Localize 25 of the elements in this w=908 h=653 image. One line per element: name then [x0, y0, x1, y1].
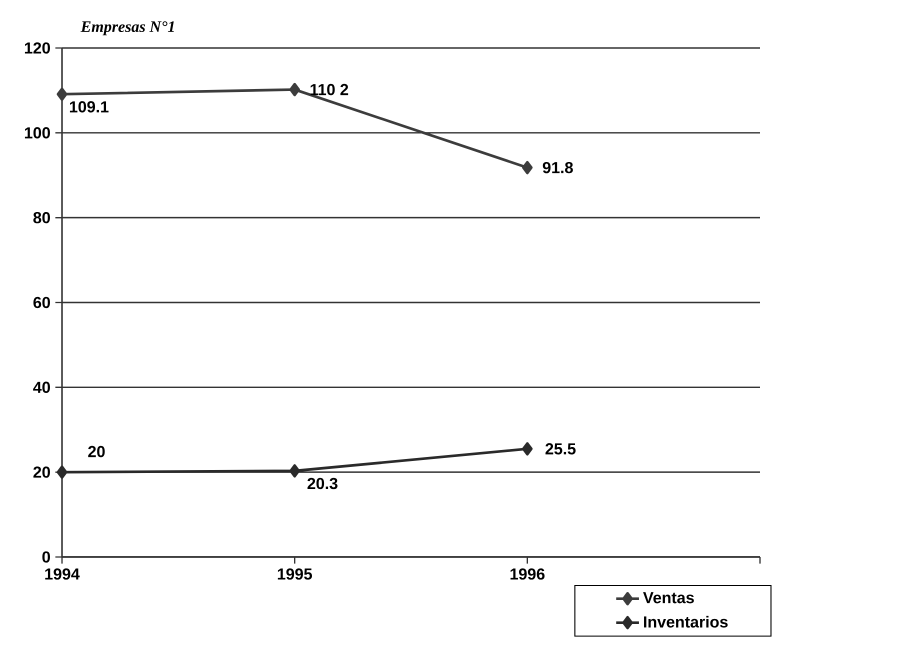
legend-label: Inventarios — [644, 616, 728, 628]
point — [289, 464, 300, 478]
legend-label: Ventas — [643, 592, 694, 604]
y-tick-label: 0 — [42, 551, 50, 563]
x-tick-label: 1995 — [278, 568, 312, 580]
data-label: 20.3 — [308, 478, 338, 490]
y-tick-label: 40 — [33, 382, 50, 393]
chart-title: Empresas N°1 — [80, 21, 174, 36]
point — [56, 465, 68, 479]
point — [289, 82, 300, 96]
y-tick-label: 100 — [24, 127, 50, 138]
point — [56, 88, 68, 101]
data-label: 109.1 — [70, 101, 109, 112]
point — [522, 442, 533, 456]
y-tick-label: 80 — [33, 212, 50, 224]
x-tick-label: 1994 — [45, 568, 80, 580]
data-label: 25.5 — [546, 443, 576, 454]
y-tick-label: 60 — [33, 296, 50, 308]
y-tick-label: 120 — [24, 42, 50, 54]
point — [522, 160, 533, 174]
data-label: 20 — [88, 446, 105, 458]
y-tick-label: 20 — [33, 466, 50, 478]
data-label: 110 2 — [310, 84, 348, 96]
x-tick-label: 1996 — [510, 568, 545, 580]
data-label: 91.8 — [542, 162, 573, 174]
